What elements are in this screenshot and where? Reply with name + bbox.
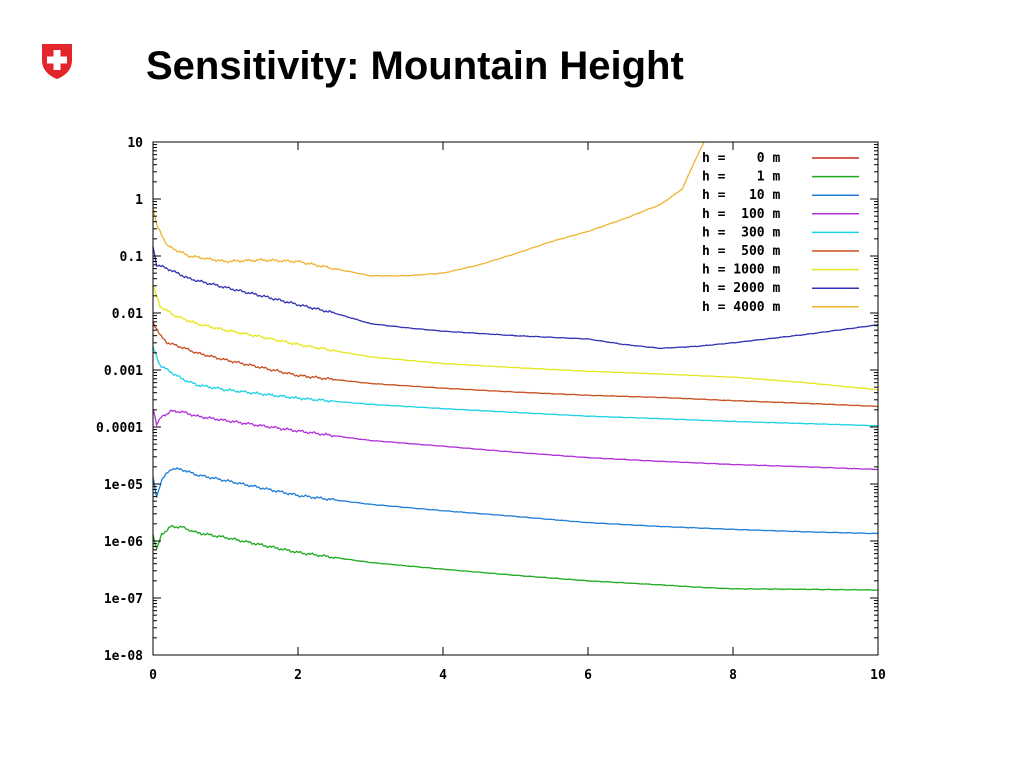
y-tick-label: 1e-07: [104, 592, 143, 607]
slide-title: Sensitivity: Mountain Height: [146, 44, 684, 88]
series-line: [152, 141, 705, 277]
legend-label: h = 0 m: [702, 151, 780, 166]
plot-frame: [152, 141, 879, 656]
x-tick-label: 4: [439, 668, 447, 683]
legend-label: h = 4000 m: [702, 300, 780, 315]
series-line: [152, 408, 878, 471]
legend-label: h = 500 m: [702, 244, 780, 259]
series-line: [152, 466, 879, 535]
axis-layer: 10 1 0.1 0.01 0.001 0.0001 1e-05 1e-06 1e-07 1e-0…: [96, 136, 886, 683]
y-tick-label: 10: [127, 136, 143, 151]
series-line: [152, 321, 879, 408]
series-line: [152, 346, 879, 427]
legend-label: h = 100 m: [702, 207, 780, 222]
x-tick-label: 6: [584, 668, 592, 683]
x-tick-label: 8: [729, 668, 737, 683]
y-tick-label: 0.0001: [96, 421, 143, 436]
legend-label: h = 10 m: [702, 188, 780, 203]
series-line: [152, 246, 879, 350]
legend-label: h = 300 m: [702, 225, 780, 240]
legend-label: h = 1 m: [702, 170, 780, 185]
y-tick-label: 1e-08: [104, 649, 143, 664]
x-tick-label: 0: [149, 668, 157, 683]
series-line: [152, 285, 879, 391]
y-tick-label: 0.001: [104, 364, 143, 379]
y-tick-label: 1: [135, 193, 143, 208]
series-layer: [152, 141, 879, 591]
series-line: [152, 524, 879, 591]
y-tick-label: 0.1: [120, 250, 144, 265]
x-tick-label: 2: [294, 668, 302, 683]
legend: h = 0 m h = 1 m h = 10 m h = 100 m h = 300 m…: [702, 151, 859, 315]
y-tick-label: 1e-06: [104, 535, 143, 550]
y-tick-label: 0.01: [112, 307, 143, 322]
swiss-cross-shield-icon: [40, 42, 74, 80]
legend-label: h = 2000 m: [702, 281, 780, 296]
legend-label: h = 1000 m: [702, 263, 780, 278]
x-tick-label: 10: [870, 668, 886, 683]
y-tick-label: 1e-05: [104, 478, 143, 493]
